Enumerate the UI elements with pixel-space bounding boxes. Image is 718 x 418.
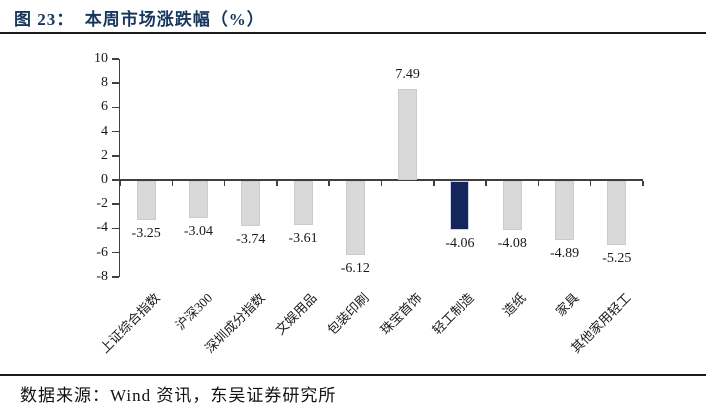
- footer-divider: [0, 374, 706, 376]
- y-axis-tick-label: 2: [101, 147, 108, 163]
- x-axis-tick: [380, 181, 383, 186]
- bar: [136, 181, 156, 221]
- figure-header: 图 23： 本周市场涨跌幅（%）: [14, 5, 265, 30]
- bar: [188, 181, 208, 218]
- y-axis-tick: [112, 203, 119, 205]
- y-axis-tick-label: 8: [101, 75, 108, 91]
- y-axis-tick-label: 0: [101, 172, 108, 187]
- y-axis-tick: [112, 106, 119, 109]
- x-axis-tick: [642, 181, 644, 186]
- x-axis-tick: [119, 181, 121, 186]
- bar-value-label: -4.89: [549, 246, 580, 262]
- x-axis-tick: [589, 181, 592, 186]
- figure-title: 图 23： 本周市场涨跌幅（%）: [14, 10, 265, 29]
- bar: [345, 181, 365, 256]
- x-category-label-text: 珠宝首饰: [376, 290, 425, 338]
- x-axis-tick: [328, 181, 330, 186]
- x-axis-tick: [433, 181, 435, 186]
- y-axis-tick-label: -4: [96, 220, 108, 236]
- y-axis-tick-label: -2: [96, 196, 108, 212]
- figure-footer: 数据来源：Wind 资讯，东吴证券研究所: [20, 381, 336, 406]
- bar: [398, 89, 418, 180]
- y-axis-tick: [112, 155, 119, 157]
- bar-value-label: -4.08: [497, 236, 527, 252]
- x-category-label-text: 轻工制造: [429, 290, 477, 338]
- y-axis-tick-label: 10: [94, 51, 108, 66]
- x-category-label-text: 家具: [552, 290, 582, 320]
- x-category-label-text: 文娱用品: [272, 290, 320, 338]
- bar-highlighted: [450, 181, 470, 231]
- x-category-label-text: 包装印刷: [324, 290, 373, 338]
- bar: [293, 181, 313, 225]
- y-axis-tick: [112, 227, 119, 230]
- bar: [241, 181, 261, 227]
- bar-value-label: 7.49: [395, 67, 420, 83]
- x-category-label-text: 造纸: [499, 290, 529, 320]
- bar-value-label: -3.61: [288, 230, 318, 246]
- bar-value-label: -3.04: [183, 223, 214, 239]
- bar-value-label: -3.74: [236, 232, 266, 248]
- y-axis-tick-label: -8: [96, 268, 108, 284]
- x-axis-tick: [276, 181, 278, 186]
- y-axis-tick: [112, 130, 119, 133]
- y-axis-tick-label: 6: [101, 99, 108, 115]
- bar: [607, 181, 627, 245]
- bar-value-label: -6.12: [340, 261, 370, 277]
- bar-value-label: -3.25: [131, 226, 161, 242]
- y-axis-tick-label: 4: [101, 123, 108, 139]
- y-axis-line: [118, 59, 120, 277]
- x-axis-line: [120, 179, 643, 181]
- x-axis-tick: [223, 181, 226, 186]
- y-axis-tick: [112, 82, 119, 84]
- x-axis-tick: [537, 181, 540, 186]
- y-axis-tick: [112, 276, 119, 278]
- y-axis-tick: [112, 251, 119, 254]
- title-divider: [0, 32, 706, 34]
- y-axis-tick: [112, 58, 119, 60]
- x-category-label-text: 沪深300: [172, 290, 216, 333]
- bar-value-label: -5.25: [602, 250, 632, 266]
- bar: [555, 181, 575, 241]
- y-axis-tick-label: -6: [96, 244, 108, 260]
- bar: [502, 181, 522, 231]
- y-axis-tick: [112, 179, 119, 181]
- data-source-note: 数据来源：Wind 资讯，东吴证券研究所: [20, 386, 337, 405]
- x-axis-tick: [485, 181, 487, 186]
- bar-value-label: -4.06: [445, 236, 475, 252]
- x-axis-tick: [171, 181, 174, 186]
- x-category-label-text: 上证综合指数: [97, 290, 163, 356]
